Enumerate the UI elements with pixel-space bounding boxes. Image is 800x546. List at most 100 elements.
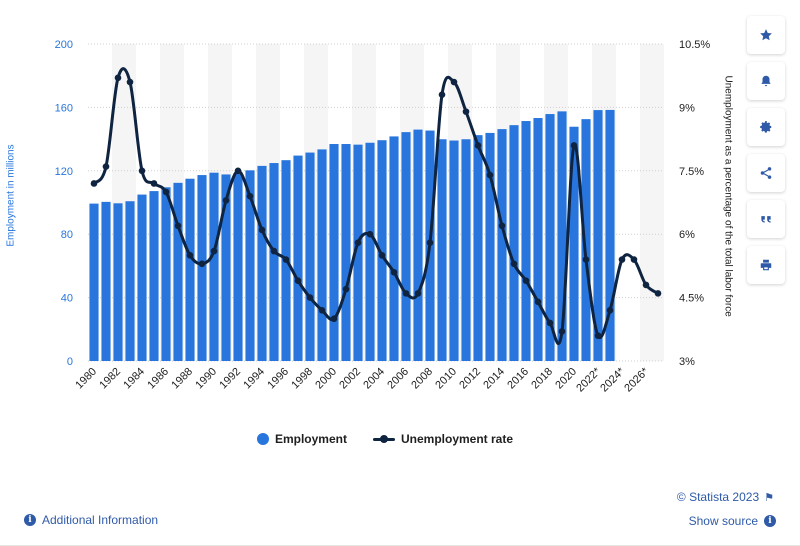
quote-icon [761,216,771,223]
print-button[interactable] [747,246,785,284]
bar-employment [317,149,327,361]
point-unemployment [138,167,146,175]
bar-employment [269,163,279,361]
point-unemployment [162,188,170,196]
legend-label-unemployment: Unemployment rate [400,432,514,446]
point-unemployment [414,290,422,297]
toolbar [747,16,785,284]
show-source-link[interactable]: Show source i [689,514,776,528]
bar-employment [173,182,183,361]
additional-info-link[interactable]: i Additional Information [24,513,158,527]
x-tick-label: 2012 [457,366,483,392]
point-unemployment [426,239,434,246]
bar-employment [125,201,135,361]
legend-swatch-unemployment [372,433,395,445]
bar-employment [101,201,111,361]
flag-icon: ⚑ [764,491,774,504]
bar-employment [257,165,267,361]
bar-employment [461,139,471,361]
bar-employment [569,126,579,361]
bell-icon [761,75,771,87]
info-icon: i [24,514,36,526]
x-tick-label: 2014 [481,366,507,392]
bar-employment [233,173,243,361]
legend-swatch-employment [256,433,269,445]
bar-employment [209,172,219,361]
legend: Employment Unemployment rate [0,432,770,446]
point-unemployment [606,306,614,314]
x-tick-label: 1986 [145,366,171,392]
bar-employment [341,144,351,361]
x-tick-label: 2024* [598,365,627,394]
point-unemployment [318,306,326,314]
x-tick-label: 2022* [574,365,603,394]
bar-employment [185,178,195,361]
bar-employment [353,144,363,361]
settings-button[interactable] [747,108,785,146]
point-unemployment [462,108,470,115]
share-button[interactable] [747,154,785,192]
point-unemployment [630,256,638,263]
x-tick-label: 2000 [313,366,339,392]
point-unemployment [522,277,530,284]
notification-button[interactable] [747,62,785,100]
point-unemployment [198,260,206,268]
y-right-tick-label: 9% [679,102,695,114]
bar-employment [533,118,543,361]
cite-button[interactable] [747,200,785,238]
statista-credit[interactable]: © Statista 2023 ⚑ [677,490,774,504]
star-icon [760,29,772,41]
background-band [652,44,664,361]
x-tick-label: 1984 [121,366,147,392]
point-unemployment [642,281,650,289]
y-left-tick-label: 40 [61,293,73,305]
y-left-tick-label: 200 [55,39,73,51]
bar-employment [89,203,99,361]
x-tick-label: 1990 [193,366,219,392]
legend-label-employment: Employment [274,432,347,446]
point-unemployment [534,298,542,306]
point-unemployment [294,277,302,284]
point-unemployment [342,285,350,293]
additional-info-label: Additional Information [42,513,159,527]
print-icon [760,259,772,271]
point-unemployment [330,315,338,323]
point-unemployment [270,247,278,255]
point-unemployment [306,294,314,301]
bar-employment [581,119,591,361]
bar-employment [197,175,207,361]
point-unemployment [258,226,266,234]
point-unemployment [498,222,506,230]
bar-employment [137,194,147,361]
point-unemployment [102,163,110,170]
bar-employment [593,110,603,361]
point-unemployment [570,142,578,149]
x-tick-label: 2026* [622,365,651,394]
bar-employment [473,135,483,361]
point-unemployment [474,142,482,149]
legend-item-unemployment[interactable]: Unemployment rate [372,432,514,446]
x-tick-label: 2008 [409,366,435,392]
bar-employment [449,140,459,361]
bar-employment [293,155,303,361]
bar-employment [329,144,339,361]
point-unemployment [174,222,182,230]
y-right-tick-label: 4.5% [679,293,704,305]
legend-item-employment[interactable]: Employment [256,432,347,446]
point-unemployment [654,290,662,297]
y-left-tick-label: 0 [67,356,73,368]
bar-employment [401,132,411,361]
y-right-tick-label: 3% [679,356,695,368]
favorite-button[interactable] [747,16,785,54]
share-icon [760,167,772,179]
x-tick-label: 2006 [385,366,411,392]
point-unemployment [114,74,122,82]
show-source-label: Show source [688,514,758,528]
y-axis-right-title: Unemployment as a percentage of the tota… [722,75,734,317]
y-axis-left-title: Employment in millions [5,144,17,247]
point-unemployment [150,180,158,187]
bar-employment [413,129,423,361]
bar-employment [113,203,123,361]
point-unemployment [486,171,494,179]
